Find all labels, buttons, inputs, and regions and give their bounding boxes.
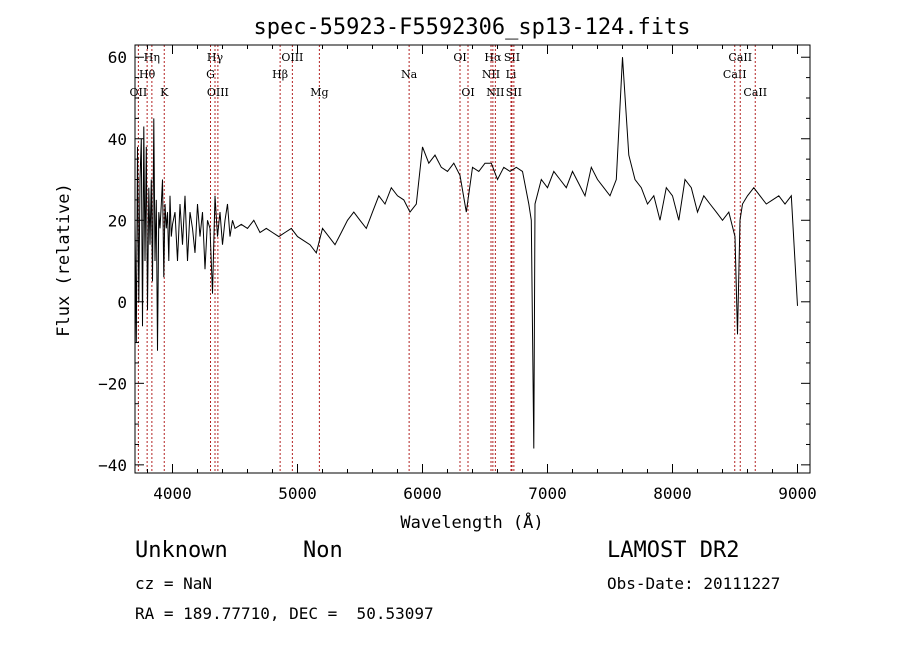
line-marker-label: SII [506,86,522,99]
x-tick-label: 8000 [653,484,692,503]
y-tick-label: 40 [108,130,127,149]
line-marker-label: Hα [484,51,502,64]
line-marker-label: SII [504,51,520,64]
line-marker-label: Li [506,68,517,81]
line-marker-label: Mg [310,86,328,99]
y-tick-label: 20 [108,211,127,230]
observation-date: Obs-Date: 20111227 [607,574,781,593]
line-marker-label: OIII [281,51,303,64]
spectrum-line [134,57,798,449]
y-tick-label: −40 [98,456,127,475]
line-marker-label: CaII [723,68,747,81]
object-class: Unknown [135,538,228,563]
line-marker-label: OI [453,51,466,64]
x-axis-label: Wavelength (Å) [400,511,543,533]
line-marker-label: CaII [728,51,752,64]
y-tick-label: −20 [98,374,127,393]
plot-frame [134,44,811,474]
line-marker-label: CaII [743,86,767,99]
x-tick-label: 5000 [278,484,317,503]
chart-title: spec-55923-F5592306_sp13-124.fits [253,15,690,40]
x-axis: 4000 5000 6000 7000 8000 9000 [147,45,817,503]
line-marker-label: NII [486,86,504,99]
survey-name: LAMOST DR2 [607,538,740,563]
line-marker-label: Hθ [139,68,156,81]
object-subclass: Non [303,538,343,563]
line-marker-label: Hη [144,51,160,64]
line-marker-label: Hβ [272,68,288,81]
line-marker-label: NII [482,68,500,81]
line-marker-label: OI [461,86,474,99]
line-marker-label: OIII [207,86,229,99]
line-marker-label: Hγ [207,51,224,64]
spectral-line-markers: OIIHθHηKHγGOIIIHβOIIIMgNaOIOIHαNIINIISII… [130,45,767,473]
x-tick-label: 4000 [153,484,192,503]
coordinates: RA = 189.77710, DEC = 50.53097 [135,604,434,623]
x-tick-label: 7000 [528,484,567,503]
line-marker-label: Na [401,68,418,81]
y-axis: −40 −20 0 20 40 60 [98,48,810,475]
x-tick-label: 6000 [403,484,442,503]
y-tick-label: 60 [108,48,127,67]
line-marker-label: OII [130,86,148,99]
line-marker-label: K [160,86,169,99]
y-tick-label: 0 [117,293,127,312]
y-axis-label: Flux (relative) [54,183,74,337]
x-tick-label: 9000 [778,484,817,503]
line-marker-label: G [206,68,215,81]
redshift-cz: cz = NaN [135,574,213,593]
